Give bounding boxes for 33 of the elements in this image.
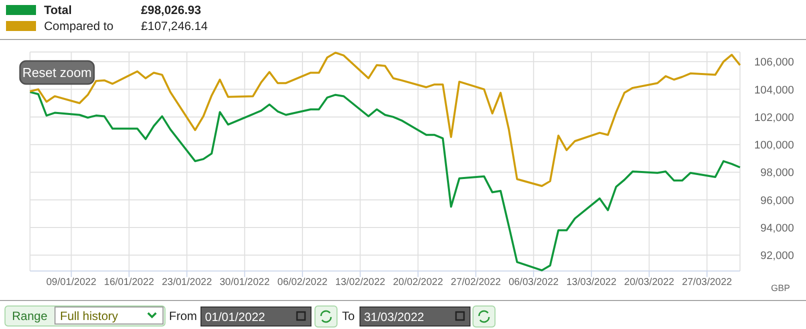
y-tick-label: 98,000	[760, 167, 794, 180]
text: Range	[12, 309, 48, 323]
legend-label: Total	[44, 3, 72, 17]
x-tick-label: 23/01/2022	[162, 277, 212, 288]
text: From	[169, 309, 197, 323]
y-tick-label: 96,000	[760, 194, 794, 207]
x-tick-label: 13/02/2022	[335, 277, 386, 288]
x-tick-label: 06/02/2022	[277, 277, 328, 288]
text: 01/01/2022	[205, 310, 266, 324]
x-tick-label: 30/01/2022	[220, 277, 270, 288]
x-tick-label: 16/01/2022	[104, 277, 155, 288]
text: £98,026.93	[141, 3, 202, 17]
y-tick-label: 106,000	[754, 56, 794, 69]
line-series	[29, 91, 741, 272]
x-tick-label: 09/01/2022	[46, 277, 97, 288]
y-tick-label: 102,000	[754, 112, 794, 124]
x-tick-label: 27/02/2022	[450, 277, 502, 288]
text: To	[342, 309, 355, 323]
y-axis-title: GBP	[770, 283, 790, 293]
text: 31/03/2022	[364, 310, 424, 324]
x-tick-label: 06/03/2022	[508, 277, 560, 288]
y-tick-label: 100,000	[754, 140, 794, 152]
annotation: Reset zoom	[22, 65, 92, 80]
y-tick-label: 92,000	[760, 250, 794, 262]
text: £107,246.14	[141, 19, 208, 33]
legend-label: Compared to	[44, 19, 114, 33]
x-tick-label: 13/03/2022	[566, 277, 617, 288]
y-tick-label: 94,000	[760, 222, 794, 234]
x-tick-label: 27/03/2022	[682, 277, 732, 288]
x-tick-label: 20/03/2022	[624, 277, 675, 288]
y-tick-label: 104,000	[754, 84, 794, 96]
text: Full history	[60, 309, 118, 323]
x-tick-label: 20/02/2022	[392, 277, 444, 288]
